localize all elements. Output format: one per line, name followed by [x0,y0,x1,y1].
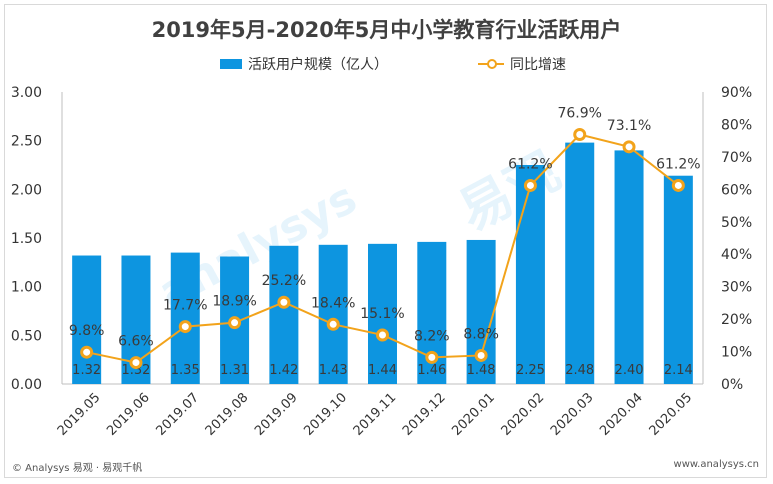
y-left-tick-label: 0.50 [11,328,42,344]
bar-value-label: 1.48 [467,363,496,378]
x-tick-label: 2019.09 [252,390,301,439]
bar [614,150,644,384]
growth-point [80,345,94,359]
bar-value-label: 1.44 [368,363,397,378]
growth-value-label: 73.1% [607,118,651,134]
growth-value-label: 15.1% [360,306,404,322]
x-tick-label: 2019.12 [400,390,449,439]
bar [368,243,397,384]
bar-value-label: 1.32 [72,363,101,378]
bar-value-label: 1.31 [220,363,249,378]
footer-website: www.analysys.cn [673,459,759,470]
x-tick-label: 2020.01 [449,390,498,439]
growth-value-label: 8.2% [414,328,450,344]
growth-value-label: 61.2% [508,156,552,172]
bar-value-label: 1.32 [121,363,150,378]
x-tick-label: 2019.08 [203,390,252,439]
legend-line-swatch [478,58,504,70]
growth-point [425,350,439,364]
bar [318,244,348,384]
x-tick-label: 2019.11 [351,390,400,439]
y-right-tick-label: 10% [721,345,752,361]
y-left-tick-label: 0.00 [11,377,42,393]
growth-value-label: 8.8% [463,326,499,342]
y-left-tick-label: 3.00 [11,85,42,101]
bar-value-label: 1.42 [269,363,298,378]
bar-value-label: 1.35 [171,363,200,378]
x-tick-label: 2019.05 [55,390,104,439]
y-left-tick-label: 2.50 [11,134,42,150]
growth-point [326,317,340,331]
chart-title: 2019年5月-2020年5月中小学教育行业活跃用户 [151,18,622,42]
legend-item-line: 同比增速 [478,54,566,74]
x-tick-label: 2019.07 [153,390,202,439]
growth-value-label: 18.9% [212,294,256,310]
x-tick-label: 2019.06 [104,390,153,439]
y-left-tick-label: 1.50 [11,231,42,247]
growth-value-label: 18.4% [311,295,355,311]
footer-source: © Analysys 易观 · 易观千帆 [12,463,143,474]
bar-value-label: 1.46 [417,363,446,378]
legend-bar-swatch [220,59,242,69]
growth-point [671,178,685,192]
bar [565,142,595,384]
growth-value-label: 61.2% [656,156,700,172]
growth-point [129,356,143,370]
growth-value-label: 6.6% [118,334,154,350]
growth-point [622,140,636,154]
growth-point [523,178,537,192]
bar-value-label: 2.48 [565,363,594,378]
growth-value-label: 17.7% [163,298,207,314]
growth-value-label: 76.9% [557,106,601,122]
legend: 活跃用户规模（亿人） 同比增速 [0,54,773,74]
x-tick-label: 2019.10 [301,390,350,439]
growth-point [573,128,587,142]
y-right-tick-label: 40% [721,247,752,263]
y-left-tick-label: 2.00 [11,182,42,198]
growth-point [277,295,291,309]
x-tick-label: 2020.05 [647,390,696,439]
bar [269,245,299,384]
growth-value-label: 25.2% [262,273,306,289]
x-tick-label: 2020.04 [597,390,646,439]
growth-point [228,316,242,330]
bar [72,255,102,384]
legend-bar-label: 活跃用户规模（亿人） [248,57,388,73]
bar-value-label: 2.25 [516,363,545,378]
y-right-tick-label: 80% [721,117,752,133]
growth-point [474,348,488,362]
x-tick-label: 2020.02 [499,390,548,439]
y-right-tick-label: 20% [721,312,752,328]
legend-line-label: 同比增速 [510,57,566,73]
y-right-tick-label: 70% [721,150,752,166]
y-right-tick-label: 50% [721,215,752,231]
growth-point [376,328,389,342]
y-left-tick-label: 1.00 [11,280,42,296]
y-right-tick-label: 30% [721,280,752,296]
bar-value-label: 2.40 [615,363,644,378]
bar [663,175,693,384]
bar [515,165,545,384]
y-right-tick-label: 0% [721,377,743,393]
bar [170,252,200,384]
legend-item-bar: 活跃用户规模（亿人） [220,54,388,74]
bar-value-label: 2.14 [664,363,693,378]
x-tick-label: 2020.03 [548,390,597,439]
y-right-tick-label: 60% [721,182,752,198]
y-right-tick-label: 90% [721,85,752,101]
bar-value-label: 1.43 [319,363,348,378]
chart-frame [4,4,767,478]
growth-point [178,320,192,334]
growth-value-label: 9.8% [69,323,105,339]
